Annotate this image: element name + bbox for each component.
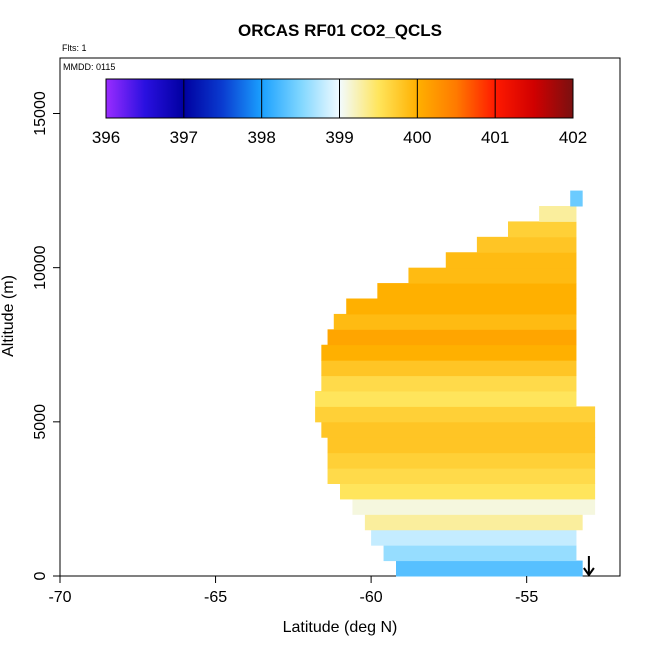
profile-cell: [333, 313, 577, 330]
profile-cell: [570, 190, 583, 207]
profile-cell: [346, 298, 577, 315]
profile-cell: [340, 483, 596, 500]
y-tick-label: 10000: [32, 245, 49, 290]
y-tick-label: 0: [32, 571, 49, 580]
x-axis-label: Latitude (deg N): [283, 619, 398, 636]
profile-cell: [371, 529, 577, 546]
x-tick-label: -65: [204, 589, 227, 606]
profile-cell: [352, 498, 596, 515]
y-axis-label: Altitude (m): [0, 275, 17, 357]
colorbar-tick-label: 397: [170, 128, 198, 147]
colorbar: 396 397 398 399 400 401 402: [92, 78, 587, 147]
profile-cells: [315, 190, 596, 577]
profile-cell: [383, 545, 577, 562]
x-axis: -70 -65 -60 -55: [48, 576, 538, 606]
colorbar-tick-label: 402: [559, 128, 587, 147]
flights-label: Flts: 1: [62, 43, 87, 53]
profile-cell: [321, 360, 577, 377]
colorbar-tick-label: 399: [325, 128, 353, 147]
profile-cell: [327, 329, 577, 346]
profile-cell: [327, 452, 596, 469]
profile-cell: [377, 283, 577, 299]
profile-cell: [508, 221, 577, 238]
profile-cell: [364, 514, 583, 531]
profile-cell: [539, 206, 577, 222]
profile-cell: [321, 421, 596, 438]
chart-title: ORCAS RF01 CO2_QCLS: [238, 21, 442, 40]
date-label: MMDD: 0115: [63, 62, 115, 72]
profile-cell: [396, 560, 583, 577]
profile-cell: [315, 406, 596, 423]
colorbar-tick-label: 401: [481, 128, 509, 147]
colorbar-tick-label: 396: [92, 128, 120, 147]
profile-cell: [476, 236, 577, 253]
y-axis: 0 5000 10000 15000: [32, 91, 60, 580]
x-tick-label: -55: [515, 589, 538, 606]
plot-area: [59, 57, 621, 577]
colorbar-tick-label: 398: [247, 128, 275, 147]
colorbar-tick-label: 400: [403, 128, 431, 147]
profile-cell: [327, 437, 596, 454]
x-tick-label: -70: [48, 589, 71, 606]
profile-cell: [321, 375, 577, 392]
y-tick-label: 5000: [32, 404, 49, 440]
profile-cell: [321, 344, 577, 361]
profile-cell: [327, 468, 596, 484]
marker-layer: [583, 556, 595, 577]
profile-cell: [408, 267, 577, 284]
y-tick-label: 15000: [32, 91, 49, 136]
arrow-down-icon: [583, 567, 595, 577]
profile-cell: [315, 391, 577, 407]
x-tick-label: -60: [360, 589, 383, 606]
profile-cell: [445, 252, 577, 269]
